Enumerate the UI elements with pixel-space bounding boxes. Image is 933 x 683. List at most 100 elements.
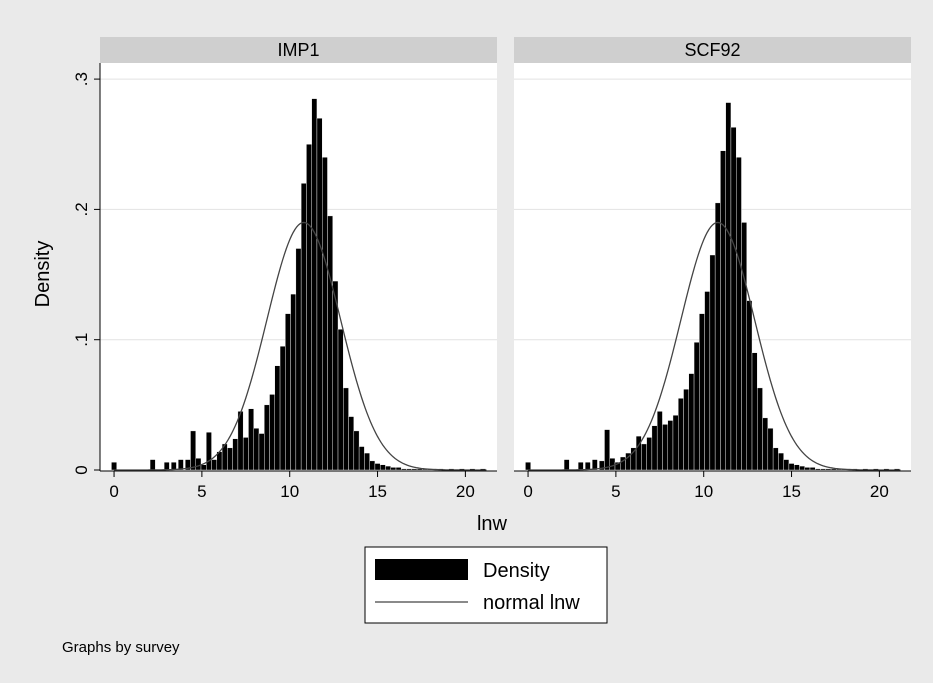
histogram-bar [693, 342, 700, 471]
histogram-bar [285, 313, 291, 471]
histogram-bar [746, 300, 753, 471]
x-tick-label: 0 [109, 482, 118, 501]
x-tick-label: 5 [197, 482, 206, 501]
x-tick-label: 20 [456, 482, 475, 501]
histogram-bar [248, 408, 254, 471]
histogram-bar [322, 157, 328, 471]
histogram-bar [211, 459, 218, 471]
y-tick-label: .2 [72, 202, 91, 216]
histogram-bar [401, 468, 407, 471]
histogram-bar [295, 248, 302, 471]
panel-header [100, 37, 497, 63]
histogram-bar [772, 447, 779, 471]
histogram-bar [563, 459, 570, 471]
histogram-bar [662, 424, 668, 471]
histogram-bar [332, 280, 339, 471]
histogram-bar [699, 313, 705, 471]
histogram-bar [725, 102, 732, 471]
y-tick-label: 0 [72, 465, 91, 474]
panel-scf92: SCF92 0 5 10 15 20 [514, 37, 911, 501]
histogram-bar [237, 411, 244, 471]
histogram-bar [736, 157, 742, 471]
histogram-bar [820, 468, 827, 471]
legend-density-label: Density [483, 560, 550, 582]
x-tick-label: 15 [782, 482, 801, 501]
y-axis-label: Density [32, 241, 54, 308]
histogram-bar [793, 464, 800, 471]
histogram-bar [709, 254, 716, 471]
histogram-bar [337, 329, 344, 471]
histogram-bar [591, 459, 598, 471]
histogram-bar [809, 467, 816, 471]
histogram-bar [269, 394, 275, 471]
histogram-bar [411, 468, 418, 471]
histogram-bar [348, 416, 355, 471]
histogram-bar [788, 463, 795, 471]
histogram-bar [799, 465, 805, 471]
histogram-bar [311, 98, 318, 471]
histogram-bar [730, 127, 737, 471]
histogram-bar [683, 389, 689, 471]
histogram-bar [656, 411, 663, 471]
histogram-bar [300, 183, 307, 471]
histogram-bar [195, 458, 202, 471]
histogram-bar [741, 222, 747, 471]
histogram-bar [358, 446, 365, 471]
x-tick-label: 0 [523, 482, 532, 501]
panels: IMP1 0 5 10 15 20 0 .1 .2 .3 SCF92 0 5 10 15 20 [72, 37, 911, 501]
histogram-bar [111, 461, 117, 471]
x-tick-label: 20 [870, 482, 889, 501]
histogram-bar [327, 215, 333, 471]
histogram-bar [762, 417, 769, 471]
histogram-bar [757, 387, 763, 471]
histogram-bar [343, 387, 349, 471]
panel-header [514, 37, 911, 63]
histogram-bar [751, 352, 758, 471]
histogram-bar [227, 447, 233, 471]
histogram-bar [651, 425, 658, 471]
histogram-bar [804, 467, 811, 471]
histogram-bar [374, 463, 381, 471]
histogram-bar [815, 468, 821, 471]
legend-normal-label: normal lnw [483, 592, 580, 614]
histogram-bar [778, 452, 784, 471]
histogram-bar [395, 467, 402, 471]
normal-curve [528, 221, 901, 471]
legend: Density normal lnw [364, 546, 608, 624]
histogram-bar [253, 428, 260, 471]
histogram-bar [242, 437, 249, 471]
x-axis-label: lnw [477, 513, 508, 535]
histogram-bar [641, 443, 647, 471]
panel-title: IMP1 [277, 40, 319, 60]
x-tick-label: 5 [611, 482, 620, 501]
histogram-bar [364, 452, 370, 471]
histogram-bar [678, 398, 684, 471]
histogram-bar [200, 464, 207, 471]
histogram-bar [667, 420, 674, 471]
y-tick-label: .3 [72, 72, 91, 86]
histogram-bar [646, 437, 653, 471]
graphs-note: Graphs by survey [62, 639, 180, 656]
histogram-bar [714, 202, 721, 471]
panel-imp1: IMP1 0 5 10 15 20 0 .1 .2 .3 [72, 37, 497, 501]
histogram-bar [369, 460, 376, 471]
histogram-bar [385, 465, 391, 471]
histogram-bar [190, 430, 196, 471]
histogram-bar [767, 428, 774, 471]
x-tick-label: 15 [368, 482, 387, 501]
histogram-bar [688, 373, 695, 471]
histogram-bar [264, 404, 270, 471]
histogram-bar [604, 429, 610, 471]
histogram-bar [279, 346, 286, 471]
histogram-bar [206, 432, 212, 471]
legend-density-swatch [375, 559, 468, 580]
histogram-bar [290, 293, 297, 471]
histogram-bar [525, 461, 531, 471]
histogram-bar [783, 459, 790, 471]
histogram-bar [316, 117, 323, 471]
histogram-bar [232, 438, 239, 471]
histogram-bar [163, 461, 170, 471]
histogram-bar [274, 365, 281, 471]
histogram-bar [609, 458, 616, 471]
